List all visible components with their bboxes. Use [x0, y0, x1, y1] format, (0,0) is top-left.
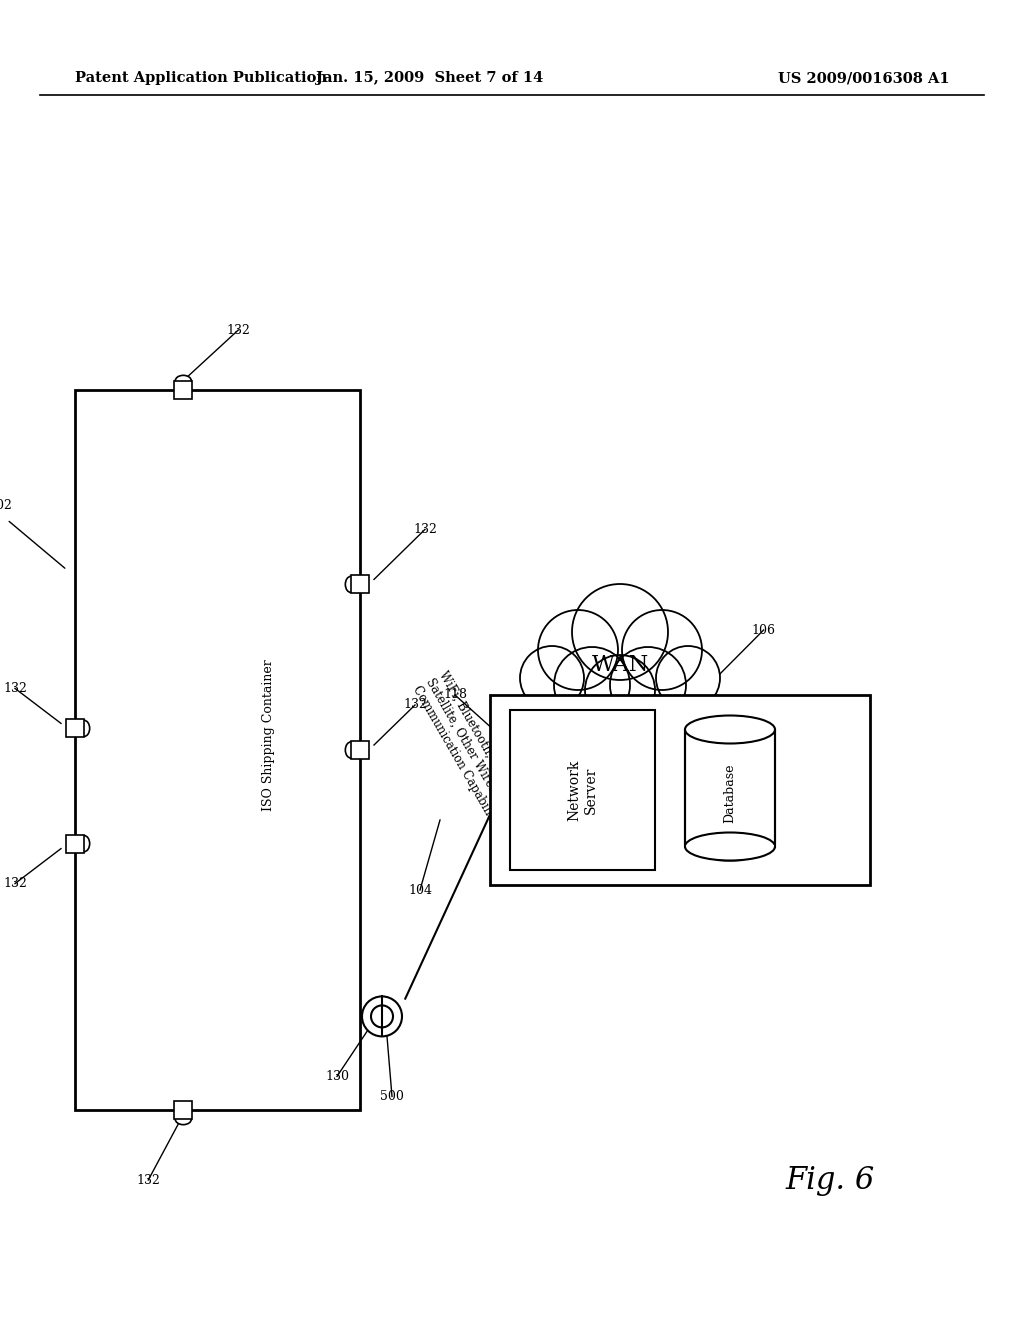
Circle shape [362, 997, 402, 1036]
Text: 120: 120 [823, 871, 847, 884]
Text: 112: 112 [718, 718, 742, 731]
Circle shape [520, 645, 584, 710]
Text: 132: 132 [413, 523, 437, 536]
Text: 118: 118 [443, 689, 467, 701]
Bar [510, 710, 655, 870]
Bar [66, 719, 84, 738]
Text: 500: 500 [380, 1090, 403, 1104]
Bar [75, 389, 360, 1110]
Text: Database: Database [724, 763, 736, 822]
Bar [174, 381, 193, 399]
Text: Network
Server: Network Server [567, 759, 598, 821]
Bar [351, 741, 369, 759]
Circle shape [554, 647, 630, 723]
Circle shape [538, 610, 618, 690]
Circle shape [371, 1006, 393, 1027]
Text: 132: 132 [403, 698, 427, 711]
Text: Fig. 6: Fig. 6 [785, 1164, 874, 1196]
Circle shape [622, 610, 702, 690]
Text: WAN: WAN [592, 653, 648, 676]
Bar [174, 1101, 193, 1119]
Text: 132: 132 [136, 1173, 160, 1187]
Bar [351, 576, 369, 594]
Text: 104: 104 [408, 883, 432, 896]
Circle shape [585, 655, 655, 725]
Text: Patent Application Publication: Patent Application Publication [75, 71, 327, 84]
Ellipse shape [685, 715, 775, 743]
Text: Jan. 15, 2009  Sheet 7 of 14: Jan. 15, 2009 Sheet 7 of 14 [316, 71, 544, 84]
Text: 132: 132 [3, 682, 27, 694]
Text: 132: 132 [226, 323, 250, 337]
Text: 106: 106 [752, 623, 775, 636]
Ellipse shape [685, 833, 775, 861]
Bar [490, 696, 870, 884]
Text: 102: 102 [0, 499, 12, 512]
Circle shape [572, 583, 668, 680]
Circle shape [656, 645, 720, 710]
Text: US 2009/0016308 A1: US 2009/0016308 A1 [778, 71, 950, 84]
Circle shape [610, 647, 686, 723]
Text: 130: 130 [325, 1071, 349, 1082]
Bar [683, 845, 777, 861]
Bar [66, 834, 84, 853]
Bar [685, 730, 775, 846]
Text: 132: 132 [3, 876, 27, 890]
Text: ISO Shipping Container: ISO Shipping Container [262, 660, 275, 812]
Text: WiFi, Bluetooth, Mobile Phone,
Satellite, Other Wireless
Communication Capabilit: WiFi, Bluetooth, Mobile Phone, Satellite… [410, 668, 541, 851]
